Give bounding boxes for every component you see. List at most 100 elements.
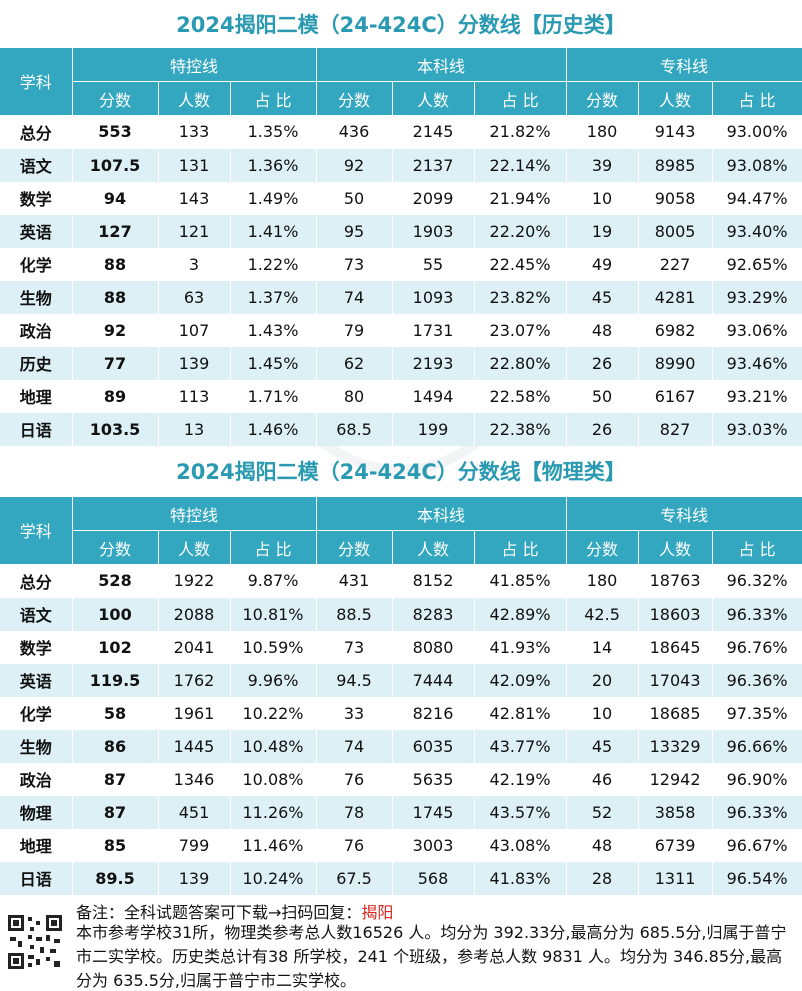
zhuanke-pct-cell: 96.33% xyxy=(712,597,802,631)
tekong-score-cell: 92 xyxy=(72,313,159,347)
benke-count-cell: 8152 xyxy=(392,564,475,598)
tekong-count-cell: 63 xyxy=(158,280,231,314)
zhuanke-pct-cell: 96.66% xyxy=(712,729,802,763)
tekong-pct-cell: 10.08% xyxy=(230,762,317,796)
table-row: 化学 88 3 1.22% 73 55 22.45% 49 227 92.65% xyxy=(0,247,802,281)
zhuanke-count-cell: 6982 xyxy=(638,313,713,347)
col-header-count: 人数 xyxy=(392,81,475,115)
table-row: 总分 553 133 1.35% 436 2145 21.82% 180 9143 93.00% xyxy=(0,115,802,149)
note-prefix: 备注：全科试题答案可下载→扫码回复： xyxy=(76,903,362,922)
benke-count-cell: 8080 xyxy=(392,630,475,664)
benke-pct-cell: 42.19% xyxy=(474,762,567,796)
col-header-count: 人数 xyxy=(158,530,231,564)
table-row: 地理 89 113 1.71% 80 1494 22.58% 50 6167 93.21% xyxy=(0,379,802,413)
table-row: 语文 100 2088 10.81% 88.5 8283 42.89% 42.5 18603 96… xyxy=(0,597,802,631)
zhuanke-score-cell: 10 xyxy=(566,696,639,730)
tekong-count-cell: 133 xyxy=(158,115,231,149)
tekong-pct-cell: 1.22% xyxy=(230,247,317,281)
table-row: 地理 85 799 11.46% 76 3003 43.08% 48 6739 96.67% xyxy=(0,828,802,862)
tekong-score-cell: 77 xyxy=(72,346,159,380)
tekong-score-cell: 107.5 xyxy=(72,148,159,182)
tekong-score-cell: 119.5 xyxy=(72,663,159,697)
zhuanke-score-cell: 52 xyxy=(566,795,639,829)
benke-count-cell: 568 xyxy=(392,861,475,895)
tekong-pct-cell: 9.87% xyxy=(230,564,317,598)
tekong-count-cell: 2041 xyxy=(158,630,231,664)
qr-code-icon[interactable] xyxy=(6,913,64,971)
subject-cell: 生物 xyxy=(0,729,73,763)
tekong-pct-cell: 10.81% xyxy=(230,597,317,631)
zhuanke-count-cell: 8005 xyxy=(638,214,713,248)
table-row: 化学 58 1961 10.22% 33 8216 42.81% 10 18685 97.35% xyxy=(0,696,802,730)
zhuanke-pct-cell: 93.06% xyxy=(712,313,802,347)
benke-pct-cell: 22.58% xyxy=(474,379,567,413)
benke-pct-cell: 22.38% xyxy=(474,412,567,446)
zhuanke-score-cell: 20 xyxy=(566,663,639,697)
zhuanke-count-cell: 18685 xyxy=(638,696,713,730)
tekong-score-cell: 89 xyxy=(72,379,159,413)
tekong-pct-cell: 1.45% xyxy=(230,346,317,380)
zhuanke-pct-cell: 96.90% xyxy=(712,762,802,796)
table-row: 数学 94 143 1.49% 50 2099 21.94% 10 9058 94.47% xyxy=(0,181,802,215)
zhuanke-score-cell: 45 xyxy=(566,280,639,314)
tekong-pct-cell: 1.35% xyxy=(230,115,317,149)
tekong-count-cell: 799 xyxy=(158,828,231,862)
subject-cell: 化学 xyxy=(0,696,73,730)
col-header-score: 分数 xyxy=(316,81,393,115)
zhuanke-score-cell: 46 xyxy=(566,762,639,796)
subject-cell: 英语 xyxy=(0,663,73,697)
tekong-score-cell: 58 xyxy=(72,696,159,730)
col-header-score: 分数 xyxy=(72,530,159,564)
col-header-pct: 占 比 xyxy=(230,81,317,115)
benke-pct-cell: 22.80% xyxy=(474,346,567,380)
group-header-tekong: 特控线 xyxy=(72,48,317,82)
col-header-pct: 占 比 xyxy=(474,81,567,115)
benke-count-cell: 1903 xyxy=(392,214,475,248)
table-row: 数学 102 2041 10.59% 73 8080 41.93% 14 18645 96.76% xyxy=(0,630,802,664)
exam-statistics-note: 本市参考学校31所，物理类参考总人数16526 人。均分为 392.33分,最高… xyxy=(76,923,787,990)
table-row: 政治 87 1346 10.08% 76 5635 42.19% 46 12942 96.90% xyxy=(0,762,802,796)
benke-count-cell: 1731 xyxy=(392,313,475,347)
tekong-score-cell: 88 xyxy=(72,280,159,314)
benke-count-cell: 2193 xyxy=(392,346,475,380)
benke-pct-cell: 23.82% xyxy=(474,280,567,314)
zhuanke-score-cell: 14 xyxy=(566,630,639,664)
col-header-score: 分数 xyxy=(566,530,639,564)
tekong-pct-cell: 10.48% xyxy=(230,729,317,763)
tekong-pct-cell: 10.24% xyxy=(230,861,317,895)
col-header-score: 分数 xyxy=(566,81,639,115)
col-header-pct: 占 比 xyxy=(474,530,567,564)
subject-cell: 生物 xyxy=(0,280,73,314)
benke-count-cell: 2099 xyxy=(392,181,475,215)
zhuanke-count-cell: 18763 xyxy=(638,564,713,598)
benke-pct-cell: 21.94% xyxy=(474,181,567,215)
subject-cell: 总分 xyxy=(0,564,73,598)
tekong-score-cell: 94 xyxy=(72,181,159,215)
benke-score-cell: 76 xyxy=(316,828,393,862)
zhuanke-score-cell: 42.5 xyxy=(566,597,639,631)
tekong-count-cell: 121 xyxy=(158,214,231,248)
group-header-benke: 本科线 xyxy=(316,497,567,531)
subject-cell: 化学 xyxy=(0,247,73,281)
zhuanke-pct-cell: 96.76% xyxy=(712,630,802,664)
history-table-title: 2024揭阳二模（24-424C）分数线【历史类】 xyxy=(176,13,626,37)
benke-pct-cell: 22.14% xyxy=(474,148,567,182)
col-header-score: 分数 xyxy=(316,530,393,564)
col-header-pct: 占 比 xyxy=(712,81,802,115)
benke-score-cell: 62 xyxy=(316,346,393,380)
zhuanke-pct-cell: 93.46% xyxy=(712,346,802,380)
zhuanke-count-cell: 827 xyxy=(638,412,713,446)
benke-pct-cell: 23.07% xyxy=(474,313,567,347)
tekong-pct-cell: 10.59% xyxy=(230,630,317,664)
group-header-benke: 本科线 xyxy=(316,48,567,82)
benke-pct-cell: 43.08% xyxy=(474,828,567,862)
tekong-score-cell: 553 xyxy=(72,115,159,149)
benke-count-cell: 1494 xyxy=(392,379,475,413)
zhuanke-count-cell: 17043 xyxy=(638,663,713,697)
tekong-count-cell: 1346 xyxy=(158,762,231,796)
physics-table-title: 2024揭阳二模（24-424C）分数线【物理类】 xyxy=(176,460,626,484)
zhuanke-pct-cell: 93.29% xyxy=(712,280,802,314)
zhuanke-pct-cell: 93.40% xyxy=(712,214,802,248)
col-header-count: 人数 xyxy=(638,81,713,115)
benke-score-cell: 79 xyxy=(316,313,393,347)
